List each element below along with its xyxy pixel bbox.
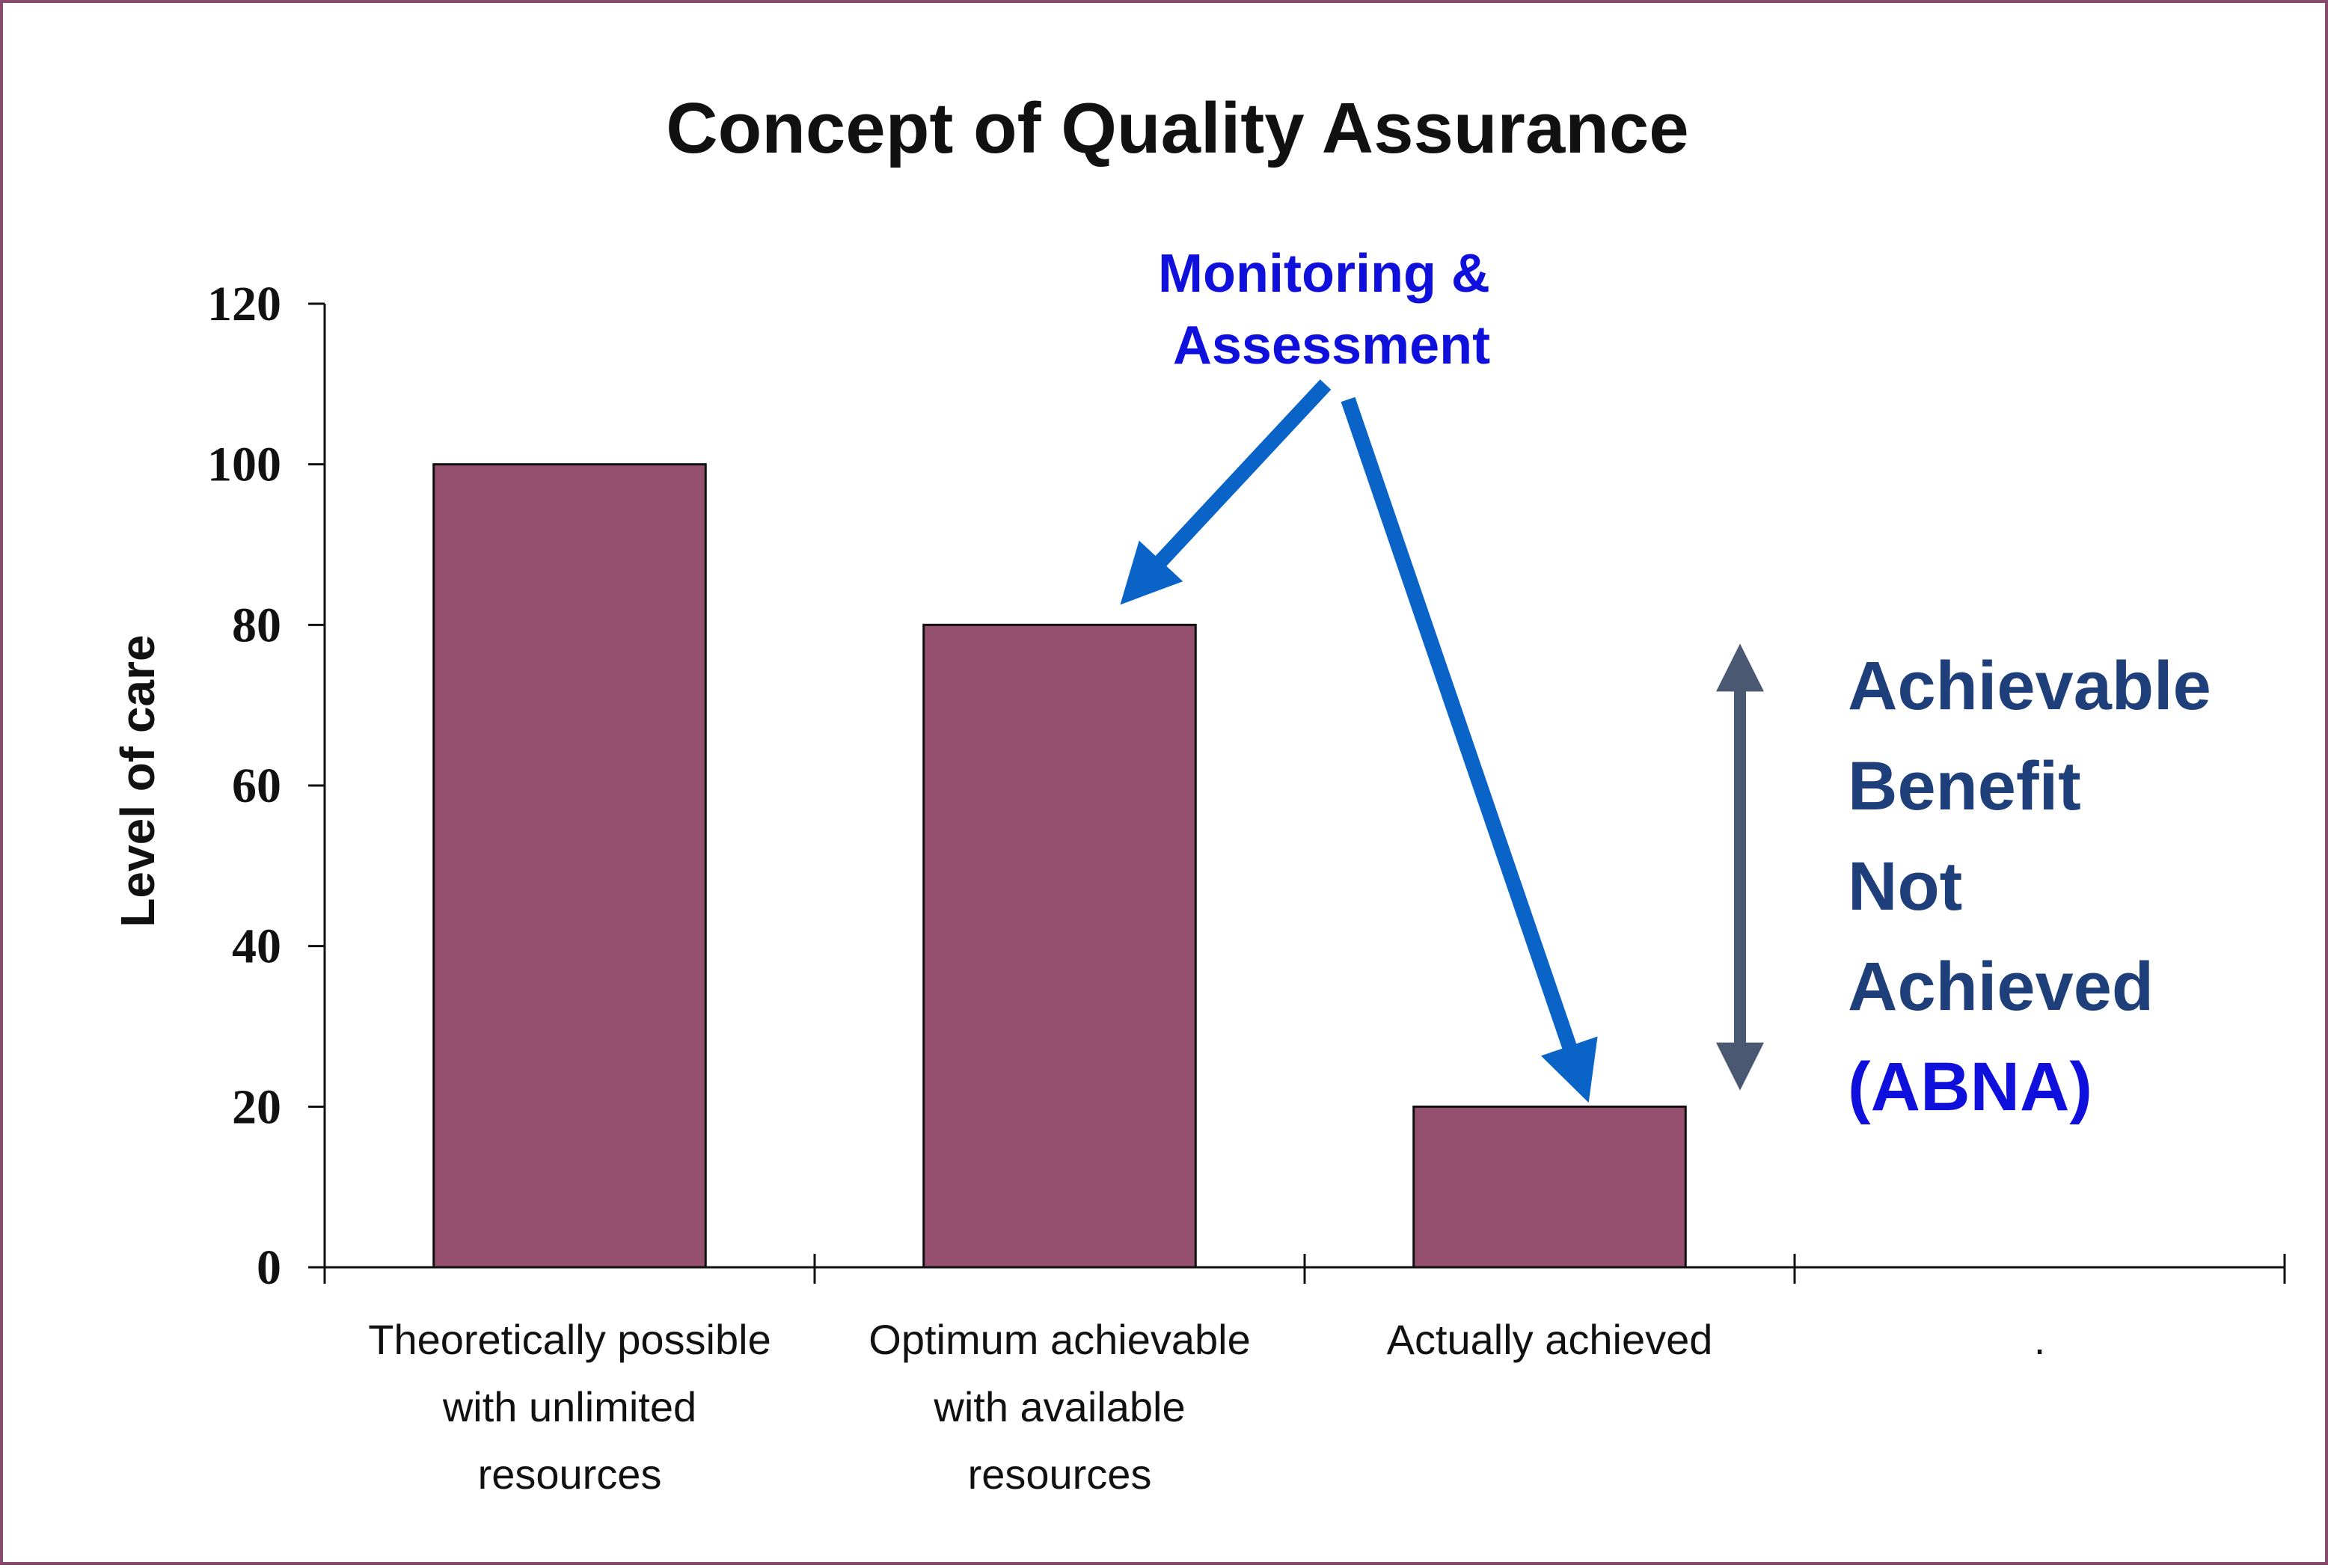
bar: [432, 463, 707, 1269]
x-tick-label: Theoretically possible with unlimited reso…: [368, 1316, 771, 1498]
x-tick-label-line: .: [2034, 1316, 2046, 1363]
x-tick-label: Optimum achievable with available resource…: [869, 1316, 1250, 1498]
bar-chart: Concept of Quality Assurance Level of ca…: [111, 88, 2286, 1498]
abna-label: Achievable Benefit Not Achieved (ABNA): [1848, 648, 2230, 1125]
x-tick-label-line: Optimum achievable: [869, 1316, 1250, 1363]
abna-line: Not: [1848, 848, 1962, 925]
y-tick-label: 100: [207, 438, 281, 492]
y-tick-label: 80: [232, 598, 281, 652]
x-tick-label-line: Actually achieved: [1387, 1316, 1713, 1363]
monitoring-label-line: Assessment: [1173, 316, 1490, 376]
y-tick-label: 20: [232, 1079, 281, 1134]
x-axis-ticks: Theoretically possible with unlimited reso…: [323, 1254, 2286, 1498]
monitoring-label-line: Monitoring &: [1158, 244, 1490, 304]
monitoring-label: Monitoring & Assessment: [1158, 244, 1505, 376]
x-tick-label: Actually achieved: [1387, 1316, 1713, 1363]
abna-acronym: (ABNA): [1848, 1049, 2092, 1125]
x-tick-label-line: resources: [478, 1451, 662, 1498]
x-tick-label-line: resources: [968, 1451, 1152, 1498]
y-tick-label: 0: [257, 1240, 281, 1295]
y-axis-ticks: 0 20 40 60 80 100 120: [207, 277, 325, 1295]
abna-line: Achievable: [1848, 648, 2211, 724]
bar: [1412, 1105, 1687, 1269]
x-tick-label: .: [2034, 1316, 2046, 1363]
monitoring-arrow-achieved: [1341, 396, 1598, 1103]
chart-title: Concept of Quality Assurance: [666, 88, 1688, 168]
y-axis-label: Level of care: [111, 634, 165, 927]
abna-line: Achieved: [1848, 949, 2154, 1025]
bar: [922, 623, 1197, 1269]
bars: [432, 463, 1687, 1269]
x-tick-label-line: with unlimited: [442, 1383, 696, 1430]
monitoring-arrow-optimum: [1120, 379, 1332, 605]
x-tick-label-line: with available: [933, 1383, 1185, 1430]
y-tick-label: 120: [207, 277, 281, 331]
abna-line: Benefit: [1848, 748, 2081, 824]
y-tick-label: 40: [232, 919, 281, 974]
y-tick-label: 60: [232, 759, 281, 813]
x-tick-label-line: Theoretically possible: [368, 1316, 771, 1363]
